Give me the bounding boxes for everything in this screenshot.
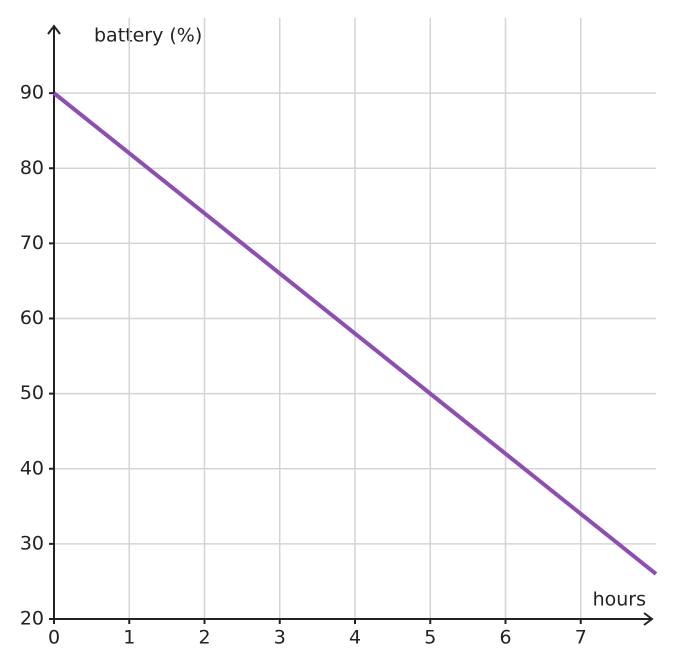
x-tick-label: 2	[198, 627, 210, 649]
y-tick-label: 80	[20, 157, 44, 179]
x-tick-label: 1	[123, 627, 135, 649]
y-tick-label: 70	[20, 232, 44, 254]
x-tick-label: 6	[499, 627, 511, 649]
y-axis	[47, 24, 61, 619]
x-tick-label: 7	[575, 627, 587, 649]
x-axis-label: hours	[593, 589, 646, 611]
x-tick-label: 0	[48, 627, 60, 649]
x-axis	[54, 612, 654, 626]
x-tick-label: 4	[349, 627, 361, 649]
data-line	[52, 91, 658, 576]
y-tick-label: 40	[20, 457, 44, 479]
x-tick-label: 5	[424, 627, 436, 649]
y-tick-label: 30	[20, 532, 44, 554]
y-tick-label: 50	[20, 382, 44, 404]
x-tick-label: 3	[274, 627, 286, 649]
y-axis-label: battery (%)	[94, 25, 202, 47]
y-tick-label: 60	[20, 307, 44, 329]
y-tick-label: 20	[20, 608, 44, 630]
y-tick-label: 90	[20, 82, 44, 104]
